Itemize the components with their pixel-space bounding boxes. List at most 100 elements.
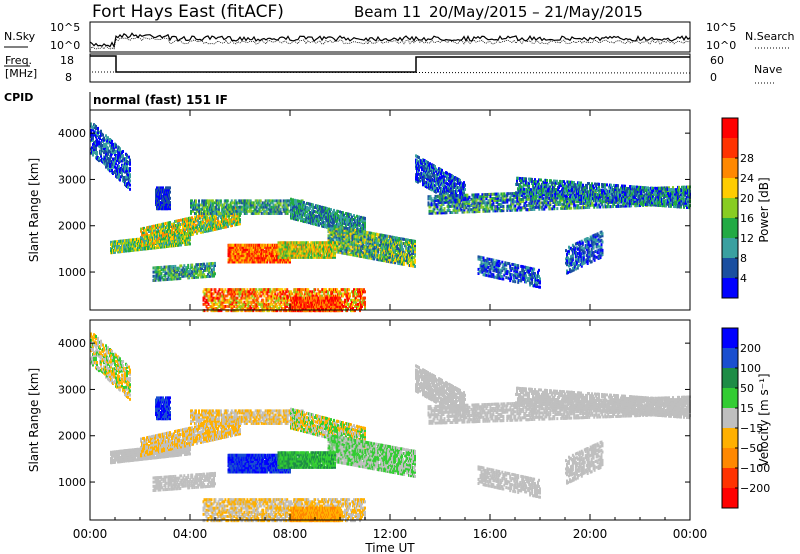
power-echo [291, 200, 293, 204]
power-echo [277, 245, 280, 249]
power-echo [388, 258, 391, 261]
power-echo [246, 209, 249, 213]
power-echo [184, 230, 186, 234]
power-echo [114, 250, 116, 254]
power-echo [326, 225, 328, 229]
power-echo [414, 254, 416, 258]
power-echo [345, 250, 348, 254]
power-echo [168, 231, 170, 235]
nave-label: Nave [754, 63, 782, 76]
power-echo [162, 235, 164, 239]
power-echo [105, 134, 107, 138]
power-echo [204, 203, 207, 207]
power-echo [353, 226, 355, 230]
power-echo [186, 217, 188, 221]
power-echo [298, 216, 300, 220]
power-echo [219, 222, 221, 226]
power-echo [291, 216, 293, 220]
power-echo [208, 209, 211, 213]
power-echo [293, 215, 295, 219]
power-echo [361, 230, 364, 234]
power-echo [394, 250, 397, 254]
power-echo [250, 205, 253, 209]
power-echo [189, 236, 191, 240]
power-echo [279, 209, 282, 213]
power-echo [383, 240, 386, 244]
power-echo [290, 206, 292, 210]
power-echo [391, 252, 394, 256]
power-echo [97, 126, 99, 130]
power-echo [291, 210, 293, 214]
power-echo [334, 241, 336, 245]
power-echo [313, 214, 315, 218]
power-echo [259, 199, 262, 203]
power-echo [306, 208, 308, 212]
power-echo [107, 152, 109, 156]
power-echo [348, 216, 350, 220]
power-echo [337, 240, 340, 244]
power-echo [300, 210, 302, 214]
power-echo [398, 257, 401, 261]
power-echo [153, 244, 155, 248]
power-echo [339, 210, 341, 214]
power-echo [406, 240, 409, 244]
power-echo [265, 209, 268, 213]
power-echo [263, 294, 266, 298]
power-echo [332, 239, 335, 243]
power-echo [356, 254, 359, 258]
power-echo [337, 214, 339, 218]
power-echo [255, 211, 258, 215]
power-echo [160, 272, 163, 276]
power-echo [219, 214, 221, 218]
power-echo [390, 260, 393, 264]
power-echo [343, 233, 346, 237]
power-echo [214, 201, 217, 205]
power-echo [165, 238, 167, 242]
power-echo [322, 218, 324, 222]
power-echo [297, 241, 300, 245]
power-echo [305, 214, 307, 218]
power-echo [202, 213, 204, 217]
power-echo [114, 169, 116, 173]
power-echo [164, 232, 166, 236]
power-echo [325, 213, 327, 217]
power-echo [272, 203, 275, 207]
power-echo [319, 205, 321, 209]
power-echo [210, 288, 213, 292]
power-echo [377, 251, 380, 255]
power-echo [195, 227, 197, 231]
power-echo [179, 277, 182, 280]
power-echo [164, 228, 166, 232]
power-echo [324, 225, 326, 229]
power-echo [215, 199, 218, 203]
power-echo [225, 217, 227, 220]
power-echo [345, 229, 348, 233]
power-echo [168, 225, 170, 229]
power-echo [391, 241, 394, 245]
power-echo [264, 245, 267, 249]
power-echo [268, 250, 271, 253]
power-echo [236, 296, 239, 300]
power-echo [217, 218, 219, 222]
power-echo [343, 217, 345, 221]
power-echo [180, 243, 182, 247]
power-echo [318, 217, 320, 221]
power-echo [340, 249, 343, 253]
power-echo [256, 290, 259, 294]
power-echo [257, 296, 260, 300]
power-echo [404, 250, 407, 254]
power-echo [409, 259, 411, 263]
power-echo [385, 253, 388, 257]
power-echo [388, 253, 391, 257]
power-echo [236, 218, 238, 222]
power-echo [337, 250, 340, 254]
power-echo [411, 253, 413, 257]
power-echo [100, 152, 102, 156]
power-echo [299, 206, 301, 210]
power-echo [410, 264, 412, 268]
power-echo [250, 209, 253, 213]
power-echo [220, 216, 222, 220]
power-echo [312, 211, 314, 215]
power-echo [223, 219, 225, 223]
power-echo [190, 220, 192, 224]
